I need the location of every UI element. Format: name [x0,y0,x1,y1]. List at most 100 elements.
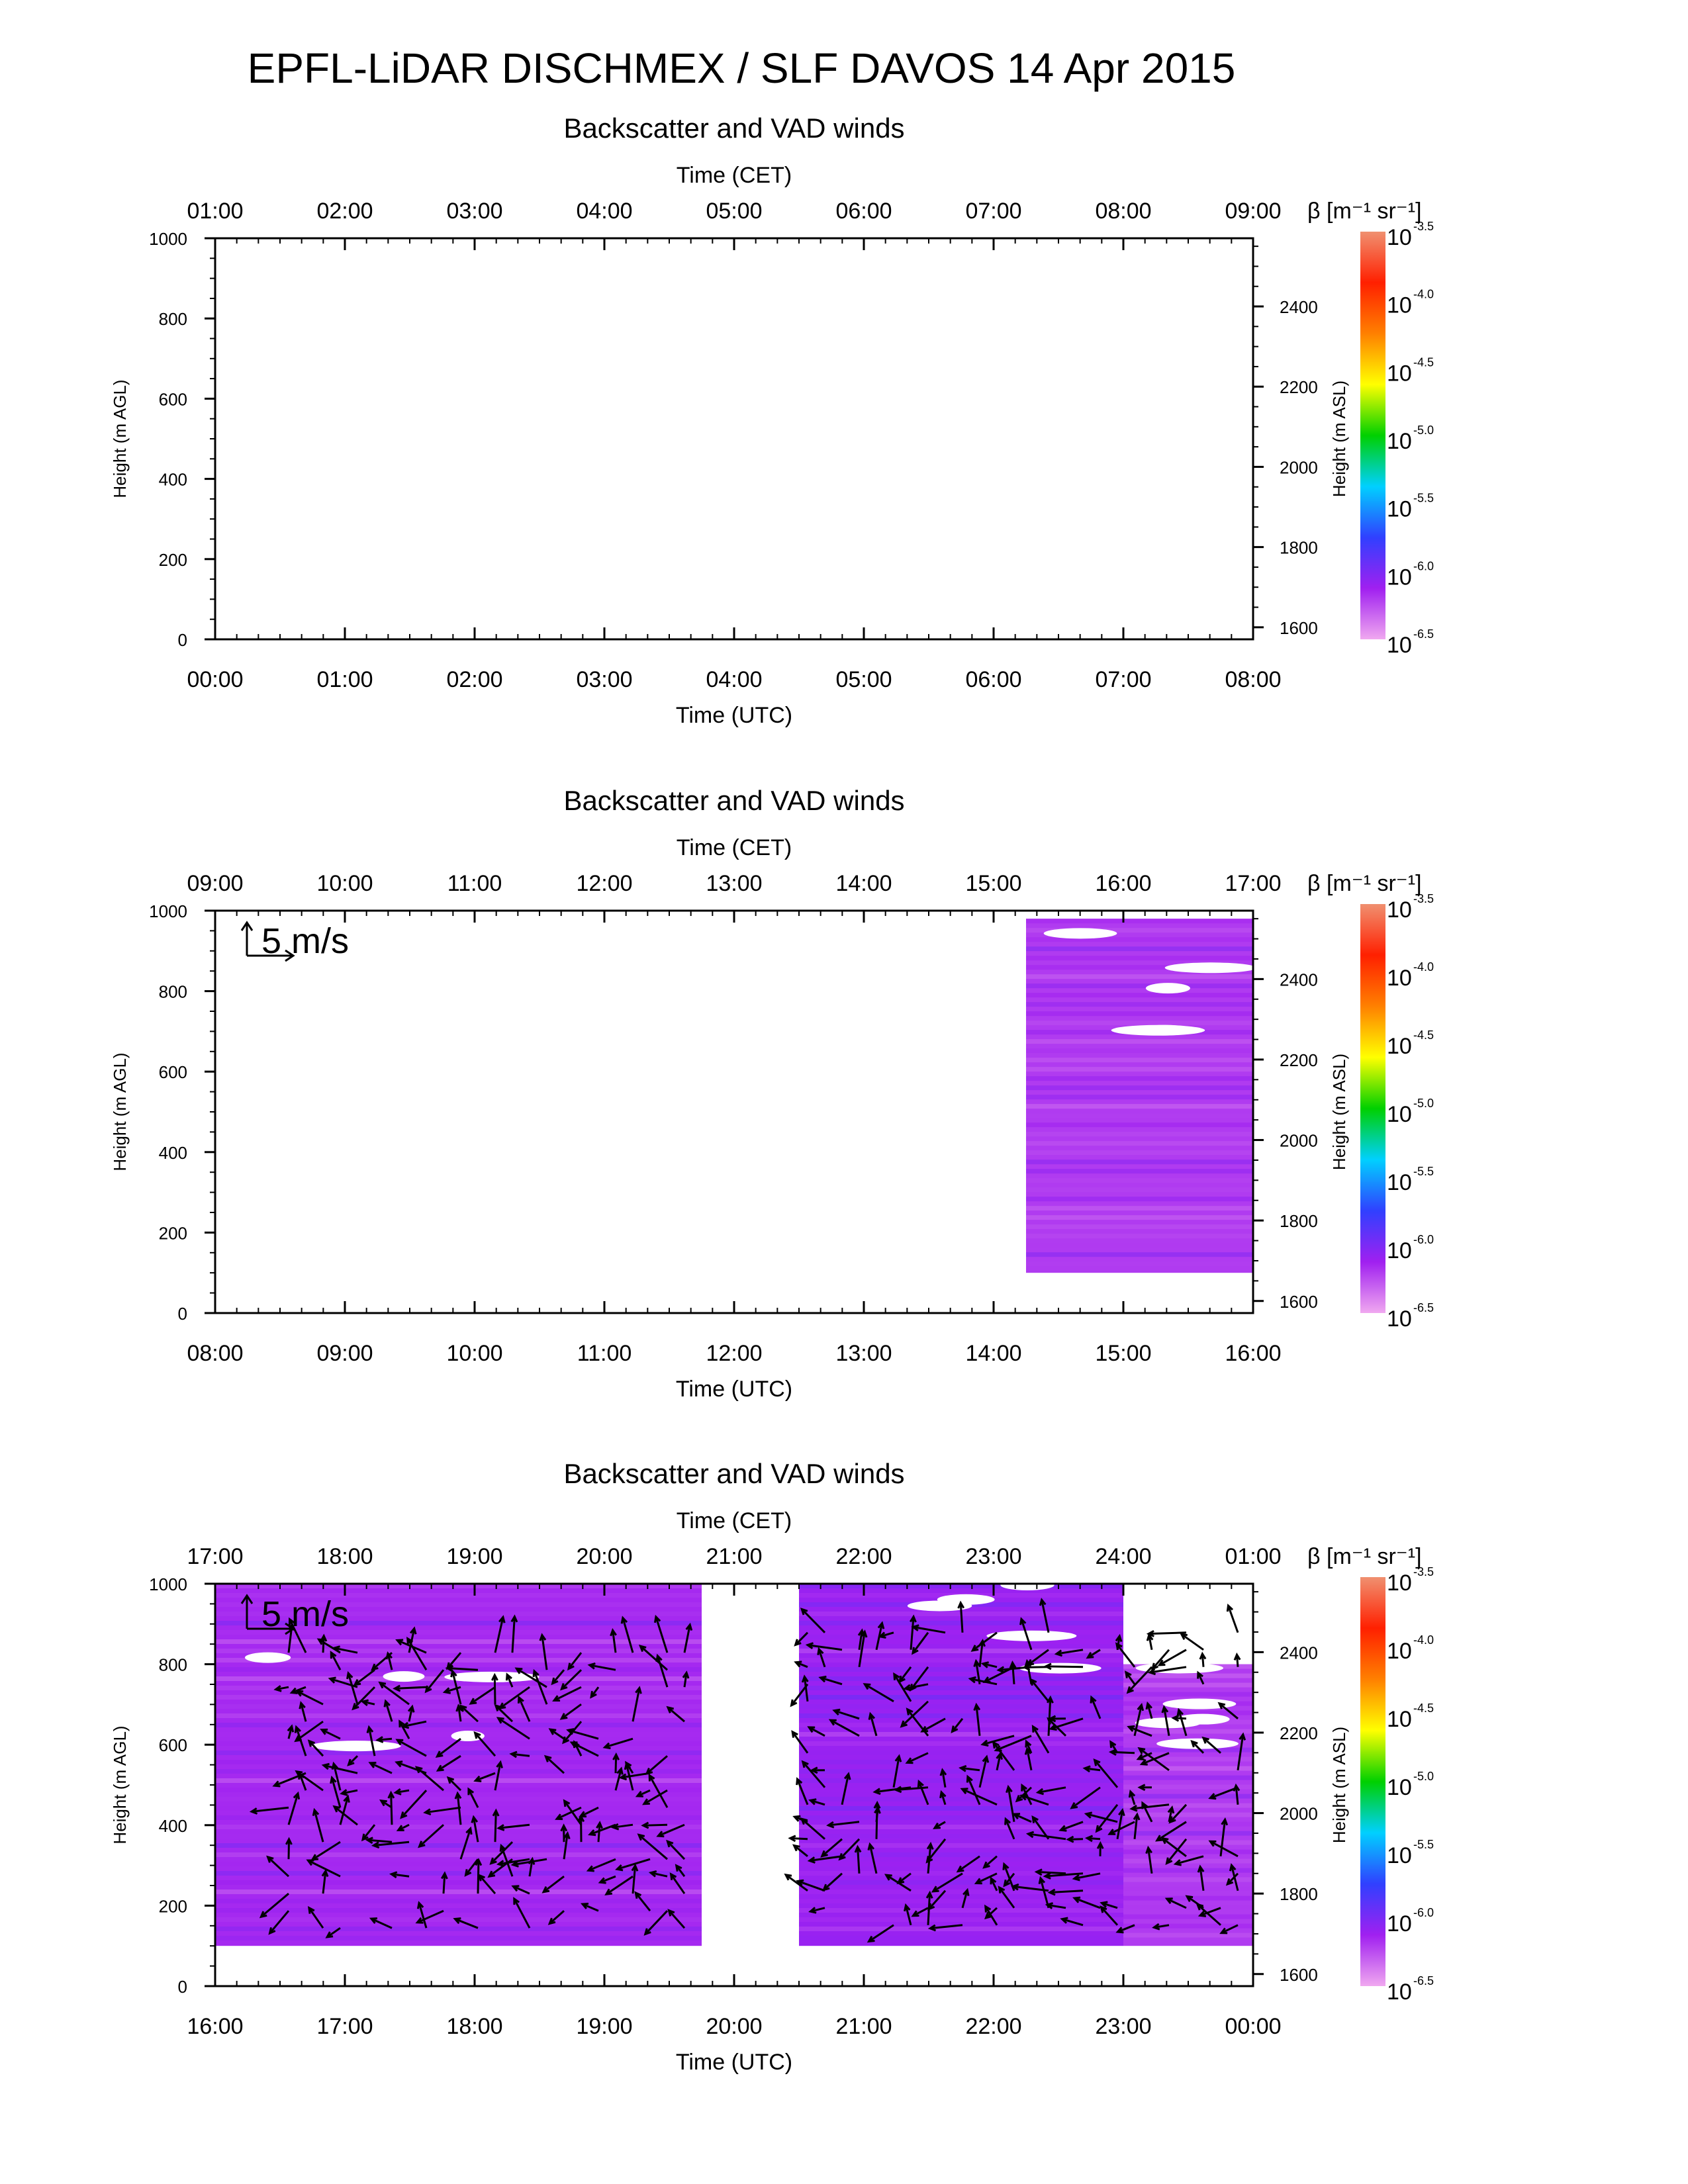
wind-arrow [961,1788,998,1806]
wind-arrow [830,1719,860,1737]
wind-arrow [511,1752,530,1757]
wind-arrow-head [828,1719,837,1726]
colorbar-tick-base: 10 [1387,565,1412,590]
backscatter-stripe [1026,928,1253,933]
backscatter-stripe [215,1639,702,1644]
wind-arrow-head [970,1645,979,1652]
wind-arrow [513,1898,531,1929]
backscatter-stripe [1026,1234,1253,1239]
wind-arrow-head [418,1841,426,1848]
wind-arrow-head [340,1789,348,1796]
colorbar-tick-exponent: -6.0 [1413,559,1434,572]
wind-arrow-head [794,1661,802,1668]
wind-arrow-head [1024,1747,1032,1755]
wind-arrow-head [808,1907,817,1914]
colorbar-label: β [m⁻¹ sr⁻¹] [1307,1544,1422,1569]
backscatter-stripe [1026,1169,1253,1174]
wind-arrow-head [817,1647,824,1656]
wind-arrow [1166,1838,1188,1864]
wind-arrow [1068,1838,1084,1841]
wind-arrow [494,1762,502,1791]
wind-arrow-head [560,1823,568,1832]
wind-arrow [864,1683,894,1703]
backscatter-stripe [1026,1141,1253,1146]
x-tick-label: 11:00 [577,1341,632,1366]
backscatter-stripe [1123,1692,1253,1697]
backscatter-stripe [1123,1803,1253,1808]
wind-arrow-head [1096,1841,1104,1849]
backscatter-stripe [215,1649,702,1653]
wind-arrow [460,1705,479,1723]
wind-arrow-head [494,1704,502,1712]
wind-arrow-head [395,1639,404,1646]
wind-arrow [857,1846,861,1874]
wind-arrow [1191,1741,1205,1754]
data-gap [1145,983,1190,994]
colorbar [1360,1577,1385,1986]
x-tick-label: 01:00 [316,667,373,692]
backscatter-stripe [1026,1132,1253,1137]
wind-arrow-head [1128,1789,1136,1798]
wind-arrow [493,1674,496,1705]
backscatter-stripe [215,1908,702,1913]
wind-arrow-head [288,1617,295,1625]
wind-arrow-head [641,1821,649,1829]
wind-arrow-head [285,1837,293,1845]
wind-arrow [828,1821,860,1827]
wind-arrow-head [347,1758,355,1766]
wind-arrow [300,1702,307,1722]
wind-arrow [512,1885,530,1895]
x-tick-label-top: 16:00 [1095,871,1151,896]
wind-arrow-head [1150,1662,1159,1671]
wind-arrow-head [1109,1740,1117,1749]
wind-arrow [498,1858,530,1866]
wind-arrow-head [445,1664,453,1672]
wind-arrow-head [1208,1793,1217,1800]
wind-arrow [354,1669,375,1686]
backscatter-stripe [215,1760,702,1764]
x-tick-label-top: 19:00 [446,1544,502,1569]
wind-arrow [475,1772,496,1782]
wind-arrow [801,1818,825,1840]
wind-arrow-head [1012,1813,1021,1820]
data-gap [244,1652,291,1663]
wind-arrow [1100,1906,1119,1926]
backscatter-block [799,1584,1123,1946]
wind-arrow-head [295,1690,304,1697]
wind-arrow [543,1876,565,1893]
wind-arrow-head [620,1615,628,1624]
wind-arrow [287,1793,299,1825]
backscatter-stripe [215,1927,702,1931]
wind-arrow-head [259,1911,267,1919]
wind-arrow-head [996,1666,1005,1674]
backscatter-stripe [215,1825,702,1829]
wind-arrow-head [249,1807,258,1815]
wind-arrow-head [400,1811,408,1819]
y-tick-label: 200 [159,1223,187,1243]
backscatter-stripe [1026,1252,1253,1257]
wind-arrow [425,1669,445,1692]
backscatter-stripe [1026,1085,1253,1091]
backscatter-stripe [1026,1113,1253,1118]
wind-arrow-head [973,1702,981,1711]
wind-arrow-head [567,1662,575,1671]
wind-arrow-head [1115,1633,1123,1643]
wind-arrow [269,1910,290,1934]
wind-arrow-head [877,1621,885,1629]
wind-arrow [996,1753,1002,1771]
wind-arrow-head [1043,1872,1051,1880]
colorbar-tick-base: 10 [1387,1775,1412,1800]
backscatter-stripe [799,1713,1123,1718]
colorbar-tick-base: 10 [1387,429,1412,454]
wind-arrow [1039,1878,1050,1909]
y-axis-label: Height (m AGL) [110,1725,130,1844]
y-tick-label-right: 2400 [1280,970,1318,989]
wind-arrow-head [1146,1633,1154,1641]
x-tick-label: 10:00 [446,1341,502,1366]
wind-arrow [506,1674,514,1688]
wind-arrow [1169,1803,1188,1823]
y-axis-label: Height (m AGL) [110,379,130,498]
wind-arrow-head [818,1675,827,1683]
colorbar-tick-exponent: -4.5 [1413,1702,1434,1715]
x-tick-label: 20:00 [706,2014,762,2039]
